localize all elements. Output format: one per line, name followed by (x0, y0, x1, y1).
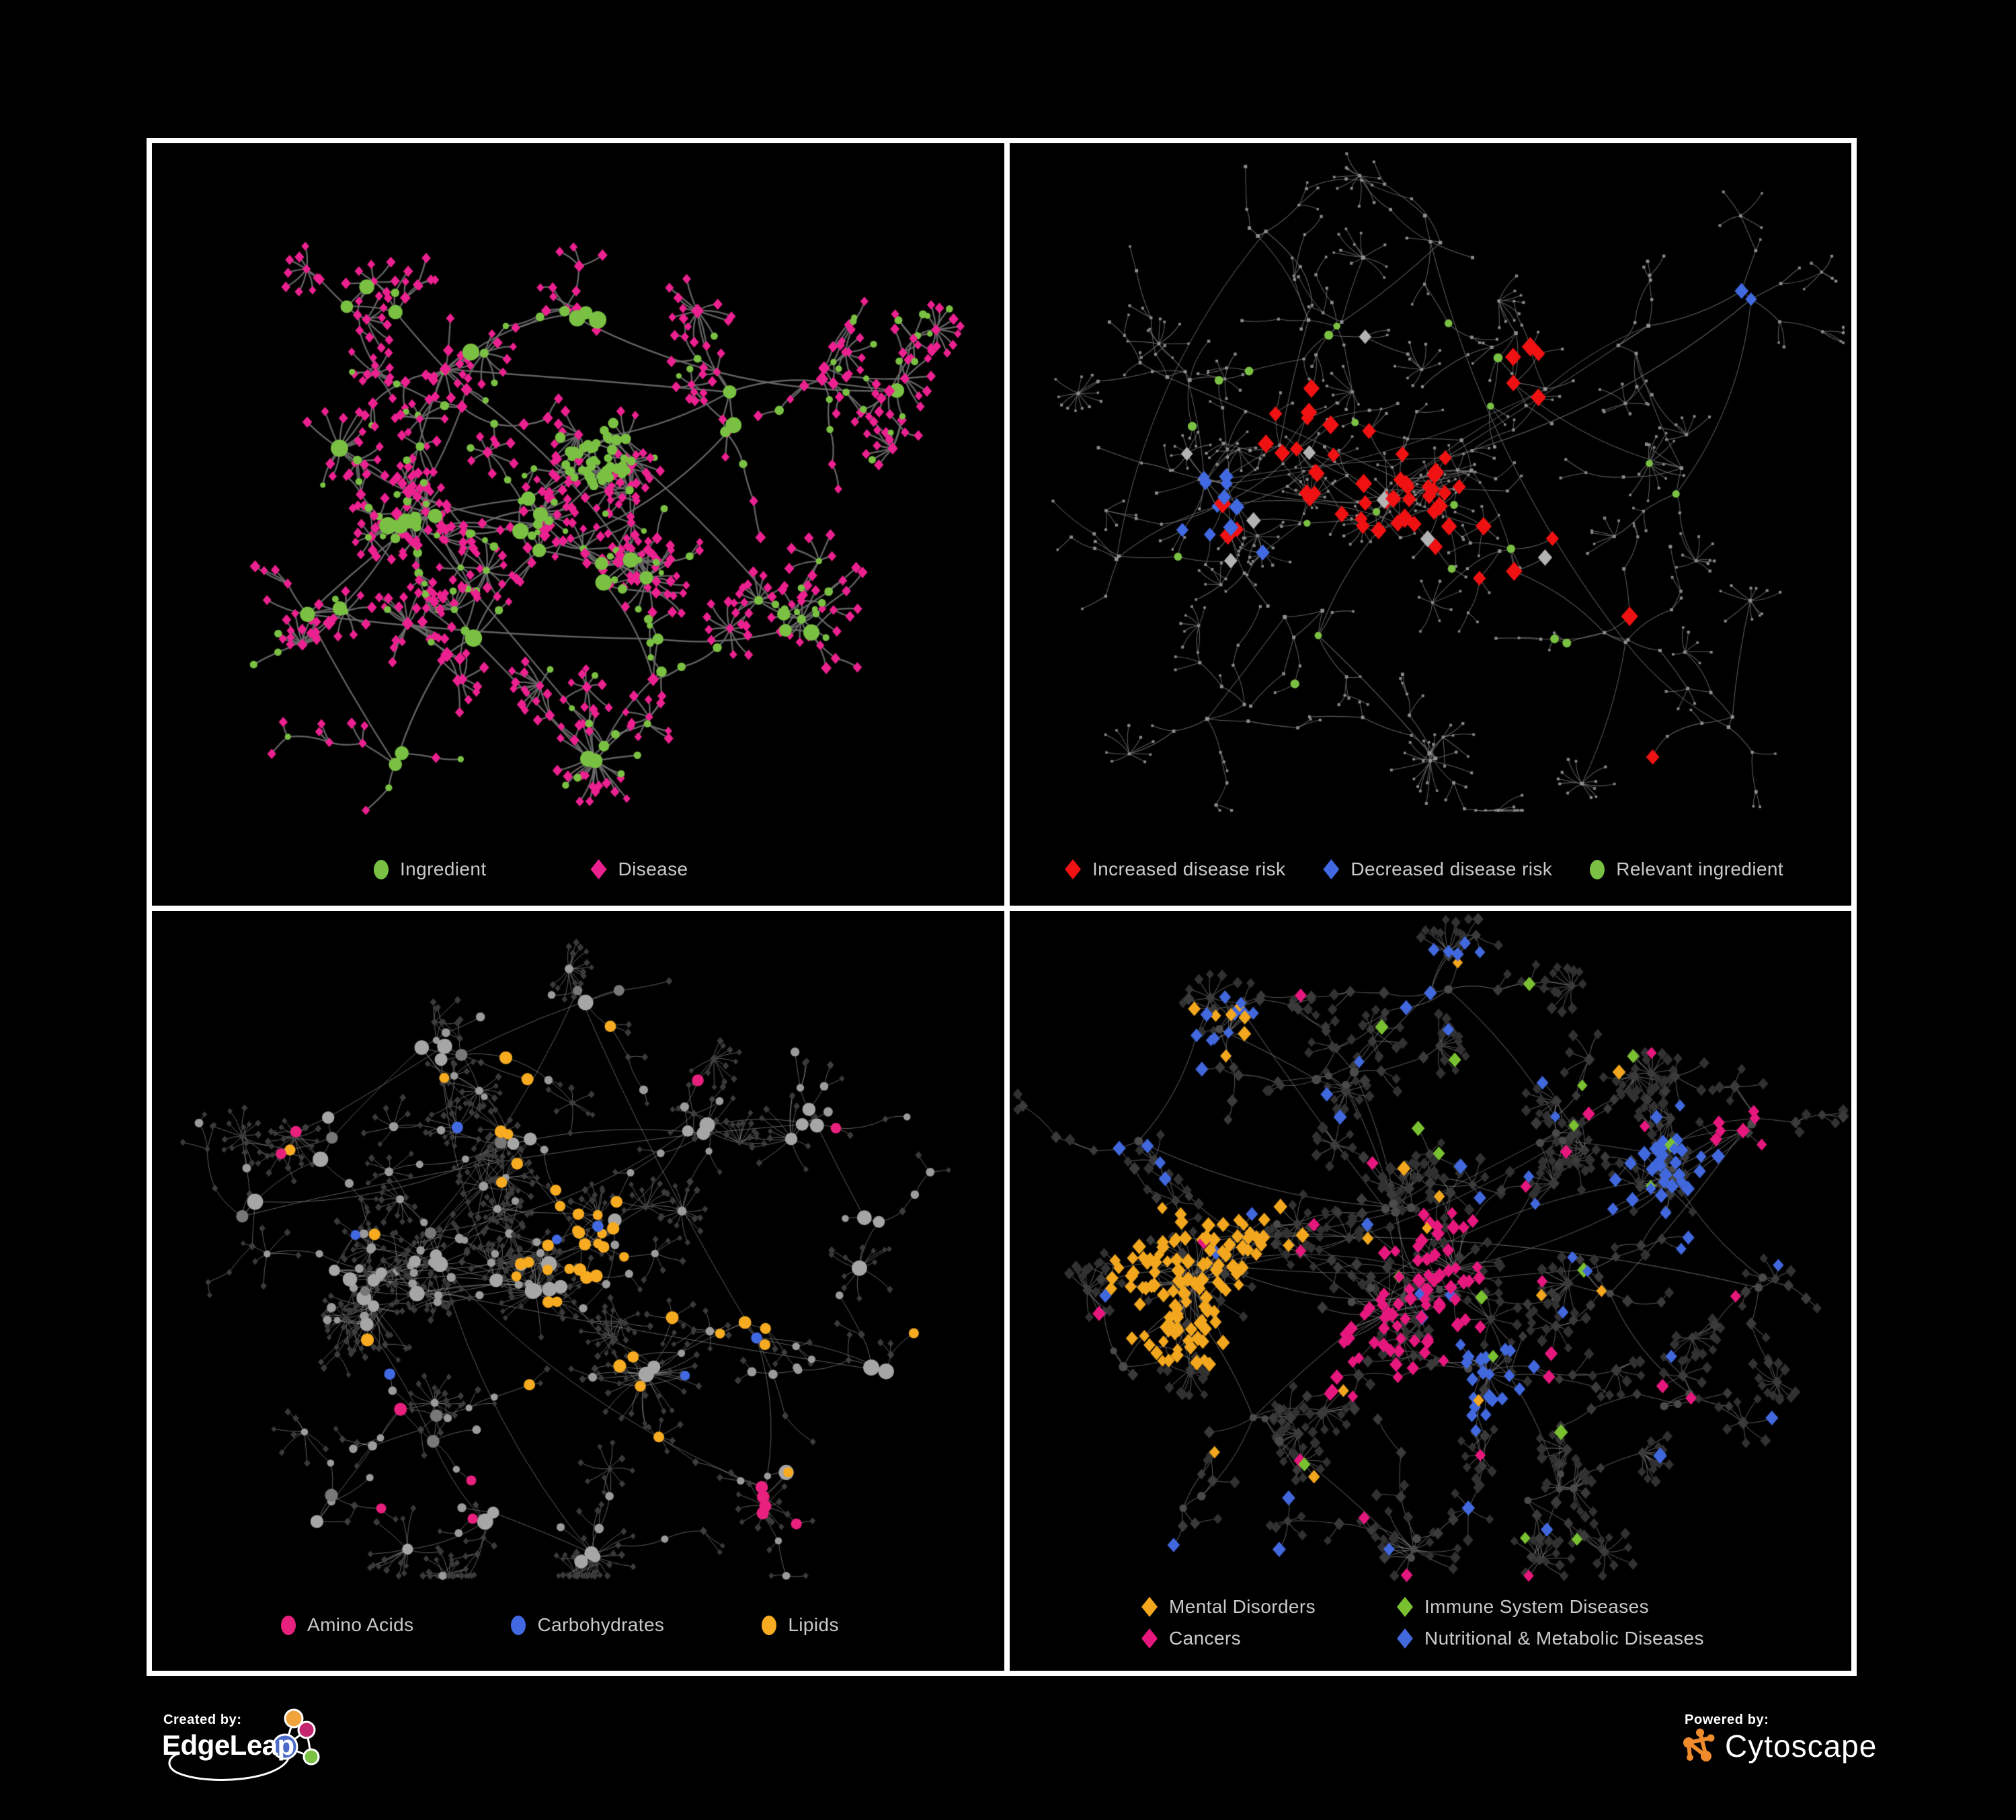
legend-item-immune-system-diseases: Immune System Diseases (1397, 1596, 1838, 1618)
increased-risk-marker (1065, 859, 1081, 879)
disease-marker (590, 859, 607, 879)
cytoscape-wordmark: Cytoscape (1725, 1729, 1878, 1764)
panel-disease-categories: Mental Disorders Immune System Diseases … (1004, 906, 1857, 1676)
ingredient-disease-network-canvas (152, 143, 1004, 906)
disease-risk-network-canvas (1010, 143, 1851, 906)
ingredient-disease-legend: Ingredient Disease (152, 859, 1004, 880)
cancers-marker (1141, 1628, 1158, 1649)
legend-item-relevant-ingredient: Relevant ingredient (1590, 859, 1783, 880)
powered-by-label: Powered by: (1685, 1712, 1769, 1727)
immune-system-diseases-marker (1397, 1597, 1413, 1617)
legend-label: Immune System Diseases (1424, 1596, 1650, 1617)
panel-ingredient-classes: Amino Acids Carbohydrates Lipids (147, 906, 1010, 1676)
legend-label: Disease (618, 859, 688, 879)
edgeleap-node-orange (284, 1708, 304, 1729)
created-by-label: Created by: (163, 1712, 242, 1727)
carbohydrates-marker (511, 1615, 526, 1635)
ingredient-classes-network-canvas (152, 911, 1004, 1671)
ingredient-classes-legend: Amino Acids Carbohydrates Lipids (152, 1614, 1004, 1636)
lipids-marker (762, 1615, 777, 1635)
legend-item-amino-acids: Amino Acids (281, 1614, 413, 1636)
legend-label: Decreased disease risk (1350, 859, 1553, 879)
legend-label: Mental Disorders (1169, 1596, 1316, 1617)
nutritional-metabolic-diseases-marker (1397, 1628, 1413, 1649)
legend-label: Amino Acids (307, 1614, 414, 1635)
mental-disorders-marker (1141, 1597, 1158, 1617)
legend-item-disease: Disease (590, 859, 688, 880)
legend-item-decreased-risk: Decreased disease risk (1323, 859, 1552, 880)
edgeleap-node-green (303, 1748, 320, 1766)
legend-item-carbohydrates: Carbohydrates (511, 1614, 664, 1636)
cytoscape-logo (1683, 1729, 1715, 1762)
legend-item-nutritional-metabolic-diseases: Nutritional & Metabolic Diseases (1397, 1628, 1838, 1649)
legend-label: Ingredient (400, 859, 487, 879)
legend-item-lipids: Lipids (762, 1614, 839, 1636)
legend-item-increased-risk: Increased disease risk (1065, 859, 1285, 880)
disease-categories-network-canvas (1010, 911, 1851, 1671)
edgeleap-node-magenta (297, 1720, 316, 1739)
edgeleap-swoosh (168, 1752, 290, 1781)
relevant-ingredient-marker (1590, 859, 1605, 879)
edgeleap-wordmark: EdgeLeap (162, 1729, 294, 1761)
panel-disease-risk: Increased disease risk Decreased disease… (1004, 138, 1857, 911)
legend-label: Cancers (1169, 1628, 1242, 1649)
legend-item-ingredient: Ingredient (374, 859, 487, 880)
disease-categories-legend: Mental Disorders Immune System Diseases … (1141, 1596, 1838, 1649)
ingredient-marker (374, 859, 389, 879)
disease-risk-legend: Increased disease risk Decreased disease… (1010, 859, 1851, 880)
legend-item-cancers: Cancers (1141, 1628, 1397, 1649)
edgeleap-logo (168, 1708, 320, 1781)
legend-label: Lipids (788, 1614, 839, 1635)
panel-ingredient-disease: Ingredient Disease (147, 138, 1010, 911)
amino-acids-marker (281, 1615, 296, 1635)
legend-label: Nutritional & Metabolic Diseases (1424, 1628, 1704, 1649)
legend-item-mental-disorders: Mental Disorders (1141, 1596, 1397, 1618)
legend-label: Relevant ingredient (1616, 859, 1784, 879)
edgeleap-node-blue (272, 1733, 298, 1760)
legend-label: Increased disease risk (1092, 859, 1286, 879)
legend-label: Carbohydrates (537, 1614, 665, 1635)
decreased-risk-marker (1323, 859, 1340, 879)
